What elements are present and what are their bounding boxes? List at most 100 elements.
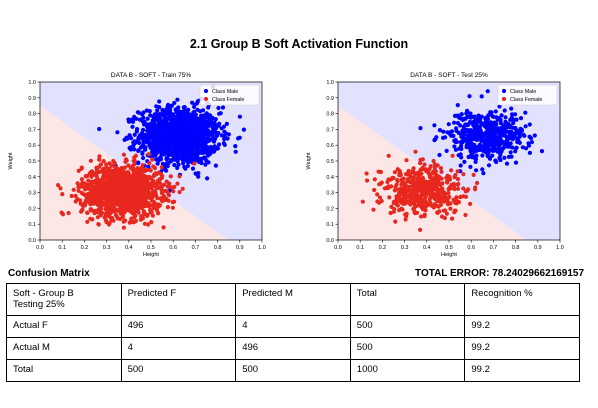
male-point xyxy=(190,156,195,161)
male-point xyxy=(167,111,173,116)
female-point xyxy=(172,199,177,204)
female-point xyxy=(127,208,132,213)
female-point xyxy=(427,173,432,178)
male-point xyxy=(504,161,510,166)
female-point xyxy=(139,206,144,211)
female-point xyxy=(442,196,447,201)
male-point xyxy=(237,114,242,119)
male-point xyxy=(180,157,185,163)
male-point xyxy=(509,129,514,135)
x-tick-label: 0.5 xyxy=(445,245,453,251)
female-point xyxy=(442,215,447,221)
female-point xyxy=(471,172,476,177)
male-point xyxy=(486,143,491,148)
male-point xyxy=(479,114,484,119)
male-point xyxy=(196,156,201,161)
male-point xyxy=(144,108,149,113)
female-point xyxy=(171,189,176,194)
female-point xyxy=(419,193,424,198)
female-point xyxy=(75,197,80,202)
female-point xyxy=(413,149,418,154)
table-cell: 99.2 xyxy=(464,315,580,338)
female-point xyxy=(399,206,404,211)
female-point xyxy=(439,176,444,181)
male-point xyxy=(452,120,457,125)
y-tick-label: 0.9 xyxy=(326,96,334,102)
male-point xyxy=(458,140,463,145)
table-cell: Actual F xyxy=(6,315,122,338)
male-point xyxy=(466,141,471,146)
female-point xyxy=(407,172,412,178)
female-point xyxy=(364,171,369,176)
male-point xyxy=(502,108,507,113)
female-point xyxy=(156,202,161,207)
male-point xyxy=(180,146,185,151)
legend-box xyxy=(497,84,558,106)
female-point xyxy=(121,152,126,157)
female-point xyxy=(391,201,396,206)
male-point xyxy=(454,126,459,131)
table-cell: 500 xyxy=(349,337,466,360)
male-point xyxy=(211,127,216,132)
x-tick-label: 0.2 xyxy=(379,245,387,251)
male-point xyxy=(167,123,173,128)
male-point xyxy=(215,146,220,151)
male-point xyxy=(499,138,504,143)
female-point xyxy=(127,194,132,199)
male-point xyxy=(498,157,503,163)
female-point xyxy=(104,185,109,190)
male-point xyxy=(154,111,159,116)
female-point xyxy=(90,217,95,222)
male-point xyxy=(452,113,458,118)
female-point xyxy=(142,221,148,226)
male-point xyxy=(160,131,165,136)
male-point xyxy=(462,116,467,121)
total-error-label: TOTAL ERROR: 78.24029662169157 xyxy=(415,268,584,279)
male-point xyxy=(201,127,206,132)
female-point xyxy=(73,193,78,198)
female-point xyxy=(132,215,137,220)
male-point xyxy=(502,131,507,136)
male-point xyxy=(164,168,169,173)
male-point xyxy=(492,120,497,125)
female-point xyxy=(129,200,134,205)
male-point xyxy=(465,109,470,114)
y-tick-label: 0.5 xyxy=(326,159,334,165)
male-point xyxy=(441,129,446,134)
female-point xyxy=(97,157,102,162)
female-point xyxy=(145,178,150,183)
female-point xyxy=(129,177,134,183)
female-point xyxy=(156,170,161,175)
female-point xyxy=(404,172,409,177)
male-point xyxy=(192,109,197,114)
female-point xyxy=(145,200,150,205)
female-point xyxy=(422,162,427,167)
female-point xyxy=(124,177,129,182)
header-cell-recognition: Recognition % xyxy=(464,283,580,316)
male-point xyxy=(206,105,211,110)
male-point xyxy=(207,137,212,142)
female-point xyxy=(450,216,455,221)
female-point xyxy=(140,163,145,168)
legend: Class Male Class Female xyxy=(497,84,558,106)
female-point xyxy=(164,179,169,184)
female-point xyxy=(425,191,430,196)
female-point xyxy=(104,162,109,167)
female-point xyxy=(125,170,130,175)
female-point xyxy=(392,188,397,193)
male-point xyxy=(481,171,486,176)
table-cell: Total xyxy=(6,359,122,382)
chart-title: DATA B - SOFT - Test 25% xyxy=(410,72,488,79)
female-point xyxy=(103,206,108,212)
y-axis-label: Weight xyxy=(8,152,14,169)
x-axis-label: Height xyxy=(143,252,159,258)
male-point xyxy=(196,98,201,103)
female-point xyxy=(123,208,128,213)
female-point xyxy=(165,190,170,195)
female-point xyxy=(150,157,155,162)
male-point xyxy=(141,115,146,120)
male-point xyxy=(209,116,214,121)
male-point xyxy=(141,144,146,149)
male-point xyxy=(176,105,181,110)
male-point xyxy=(483,130,488,135)
